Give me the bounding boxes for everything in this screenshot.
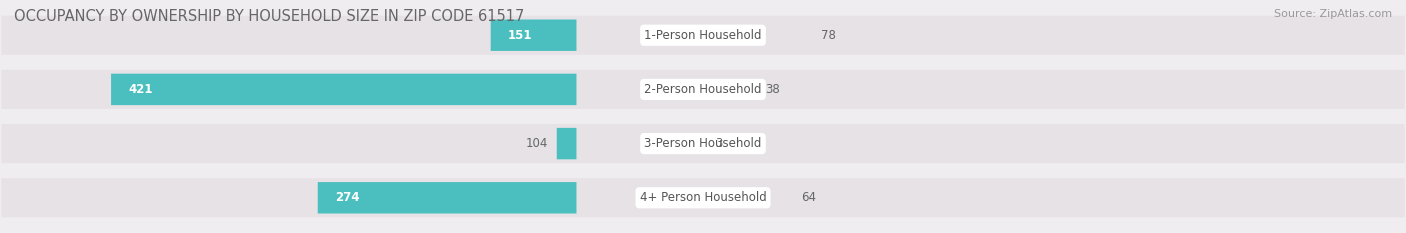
FancyBboxPatch shape xyxy=(557,128,576,159)
Text: 2-Person Household: 2-Person Household xyxy=(644,83,762,96)
FancyBboxPatch shape xyxy=(1,124,1405,163)
Text: 64: 64 xyxy=(801,191,817,204)
Text: 274: 274 xyxy=(335,191,359,204)
Text: 421: 421 xyxy=(128,83,152,96)
Text: 3: 3 xyxy=(716,137,723,150)
Text: 3-Person Household: 3-Person Household xyxy=(644,137,762,150)
Text: 38: 38 xyxy=(765,83,779,96)
Text: 151: 151 xyxy=(508,29,531,42)
Text: 78: 78 xyxy=(821,29,837,42)
Text: OCCUPANCY BY OWNERSHIP BY HOUSEHOLD SIZE IN ZIP CODE 61517: OCCUPANCY BY OWNERSHIP BY HOUSEHOLD SIZE… xyxy=(14,9,524,24)
FancyBboxPatch shape xyxy=(491,20,576,51)
Text: 1-Person Household: 1-Person Household xyxy=(644,29,762,42)
FancyBboxPatch shape xyxy=(318,182,576,213)
Text: Source: ZipAtlas.com: Source: ZipAtlas.com xyxy=(1274,9,1392,19)
Text: 4+ Person Household: 4+ Person Household xyxy=(640,191,766,204)
FancyBboxPatch shape xyxy=(1,70,1405,109)
FancyBboxPatch shape xyxy=(1,16,1405,55)
Text: 104: 104 xyxy=(526,137,548,150)
FancyBboxPatch shape xyxy=(1,178,1405,217)
FancyBboxPatch shape xyxy=(111,74,576,105)
